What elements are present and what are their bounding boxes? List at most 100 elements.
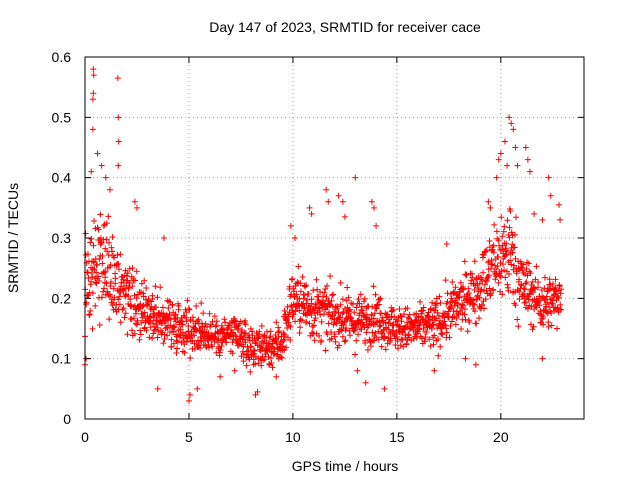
y-tick-label: 0.1 — [52, 351, 72, 367]
data-point — [520, 261, 527, 268]
data-point — [308, 210, 315, 217]
data-point — [280, 329, 287, 336]
data-point — [481, 281, 488, 288]
data-point — [510, 126, 517, 133]
data-point — [252, 391, 259, 398]
data-point — [109, 248, 116, 255]
data-point — [117, 251, 124, 258]
data-point — [329, 312, 336, 319]
data-point — [399, 336, 406, 343]
data-point — [251, 347, 258, 354]
data-point — [105, 251, 112, 258]
y-axis-label: SRMTID / TECUs — [5, 183, 21, 293]
data-point — [249, 332, 256, 339]
data-point — [235, 325, 242, 332]
data-point — [488, 257, 495, 264]
data-point — [462, 316, 469, 323]
data-point — [288, 291, 295, 298]
data-point — [422, 334, 429, 341]
data-point — [471, 308, 478, 315]
data-point — [154, 324, 161, 331]
data-point — [442, 277, 449, 284]
data-point — [417, 298, 424, 305]
data-point — [557, 301, 564, 308]
data-point — [301, 291, 308, 298]
data-point — [229, 350, 236, 357]
data-point — [556, 283, 563, 290]
y-tick-label: 0.2 — [52, 290, 72, 306]
data-point — [405, 314, 412, 321]
data-point — [494, 263, 501, 270]
data-point — [275, 333, 282, 340]
data-point — [537, 308, 544, 315]
data-point — [126, 265, 133, 272]
data-point — [448, 295, 455, 302]
data-point — [347, 332, 354, 339]
data-point — [114, 75, 121, 82]
data-point — [462, 306, 469, 313]
data-point — [535, 279, 542, 286]
data-point — [245, 347, 252, 354]
data-point — [501, 223, 508, 230]
data-point — [296, 329, 303, 336]
data-point — [483, 247, 490, 254]
data-point — [373, 319, 380, 326]
data-point — [476, 294, 483, 301]
data-point — [298, 317, 305, 324]
data-point — [509, 241, 516, 248]
data-point — [296, 307, 303, 314]
data-point — [447, 322, 454, 329]
data-point — [460, 286, 467, 293]
data-point — [300, 300, 307, 307]
data-point — [131, 277, 138, 284]
x-tick-label: 10 — [285, 429, 301, 445]
data-point — [287, 222, 294, 229]
data-point — [456, 294, 463, 301]
data-point — [310, 322, 317, 329]
data-point — [237, 318, 244, 325]
data-point — [479, 302, 486, 309]
data-point — [248, 343, 255, 350]
data-point — [382, 346, 389, 353]
data-point — [428, 326, 435, 333]
data-point — [183, 339, 190, 346]
data-point — [179, 321, 186, 328]
data-point — [546, 303, 553, 310]
data-point — [134, 317, 141, 324]
data-point — [390, 306, 397, 313]
data-point — [431, 367, 438, 374]
data-point — [347, 314, 354, 321]
data-point — [473, 296, 480, 303]
data-point — [512, 144, 519, 151]
data-point — [103, 280, 110, 287]
data-point — [243, 362, 250, 369]
data-point — [283, 344, 290, 351]
data-point — [311, 310, 318, 317]
data-point — [331, 333, 338, 340]
data-point — [293, 291, 300, 298]
data-point — [373, 222, 380, 229]
data-point — [503, 247, 510, 254]
data-point — [500, 228, 507, 235]
data-point — [149, 335, 156, 342]
data-point — [157, 284, 164, 291]
y-tick-label: 0.3 — [52, 230, 72, 246]
data-point — [326, 309, 333, 316]
data-point — [268, 359, 275, 366]
data-point — [505, 287, 512, 294]
data-point — [337, 301, 344, 308]
data-point — [95, 226, 102, 233]
data-point — [151, 327, 158, 334]
data-point — [103, 220, 110, 227]
data-point — [344, 284, 351, 291]
data-point — [121, 314, 128, 321]
data-point — [507, 257, 514, 264]
data-point — [264, 328, 271, 335]
data-point — [353, 304, 360, 311]
data-point — [92, 302, 99, 309]
data-point — [522, 299, 529, 306]
data-point — [317, 288, 324, 295]
data-point — [430, 341, 437, 348]
data-point — [175, 302, 182, 309]
data-point — [278, 354, 285, 361]
